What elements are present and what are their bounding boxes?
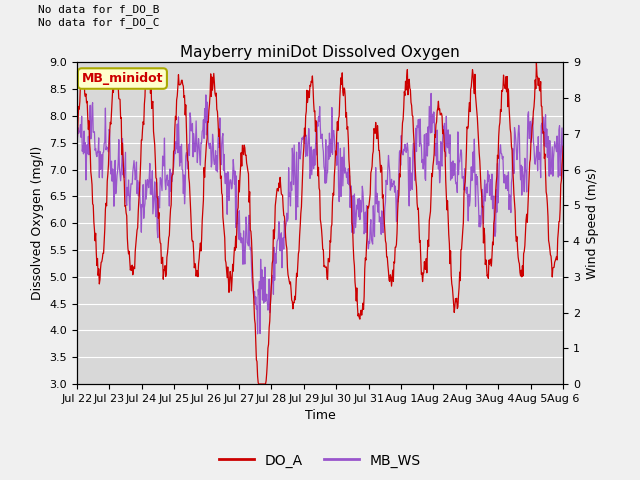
Line: MB_WS: MB_WS [77,94,563,334]
MB_WS [103,144,111,150]
DO_A [103,203,111,209]
Line: DO_A: DO_A [77,63,563,384]
DO_A [369,152,376,157]
MB_WS [443,142,451,148]
Text: No data for f_DO_B
No data for f_DO_C: No data for f_DO_B No data for f_DO_C [38,4,159,28]
X-axis label: Time: Time [305,409,335,422]
MB_WS [369,241,376,247]
MB_WS [428,91,435,96]
DO_A [255,381,262,387]
MB_WS [356,216,364,222]
MB_WS [254,331,262,337]
Title: Mayberry miniDot Dissolved Oxygen: Mayberry miniDot Dissolved Oxygen [180,45,460,60]
MB_WS [73,120,81,126]
MB_WS [383,181,391,187]
DO_A [559,144,567,149]
DO_A [532,60,540,66]
Text: MB_minidot: MB_minidot [82,72,163,85]
Legend: DO_A, MB_WS: DO_A, MB_WS [214,448,426,473]
DO_A [356,316,364,322]
Y-axis label: Dissolved Oxygen (mg/l): Dissolved Oxygen (mg/l) [31,146,44,300]
DO_A [442,192,450,198]
DO_A [383,254,391,260]
DO_A [73,140,81,146]
Y-axis label: Wind Speed (m/s): Wind Speed (m/s) [586,168,598,279]
DO_A [492,180,500,185]
MB_WS [559,176,567,182]
MB_WS [493,209,500,215]
